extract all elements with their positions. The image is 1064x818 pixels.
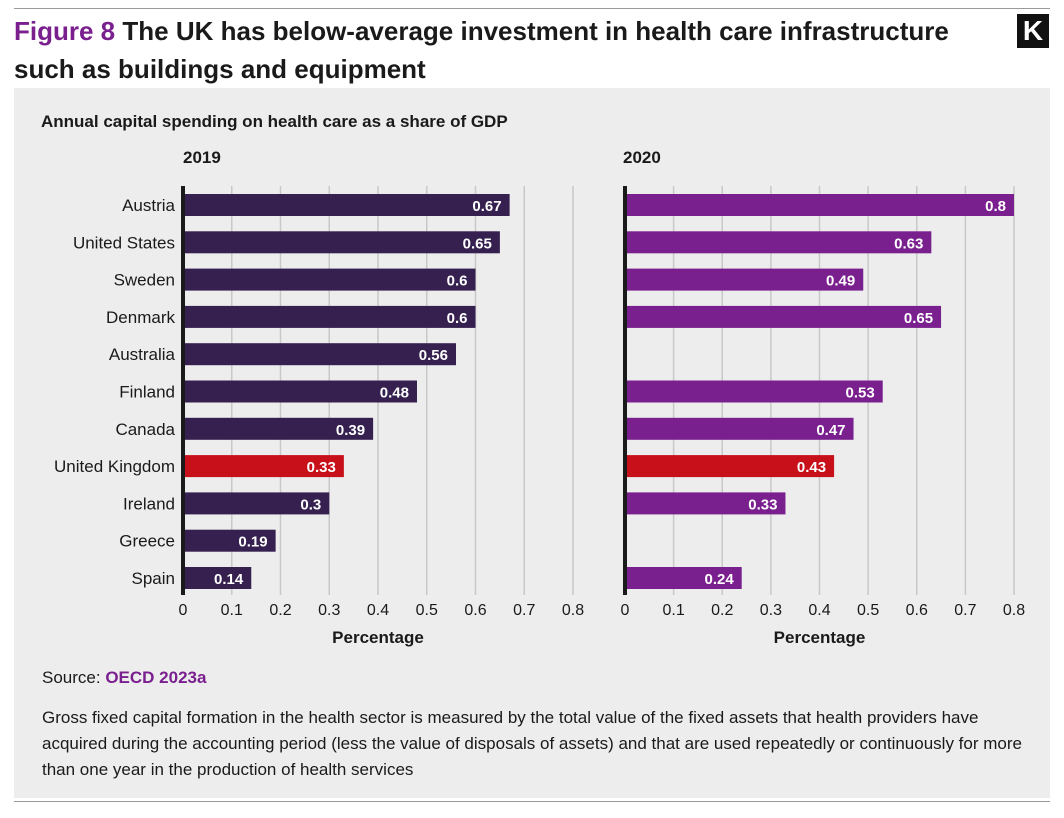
source-line: Source: OECD 2023a: [42, 668, 206, 688]
value-label-2020-sweden: 0.49: [826, 273, 855, 290]
value-label-2020-finland: 0.53: [846, 385, 875, 402]
value-label-2020-united-kingdom: 0.43: [797, 459, 826, 476]
category-label-canada: Canada: [115, 420, 175, 439]
value-label-2020-canada: 0.47: [816, 422, 845, 439]
tick-label-2019-0.2: 0.2: [269, 602, 291, 619]
value-label-2019-australia: 0.56: [419, 347, 448, 364]
bar-2020-finland: [625, 380, 883, 403]
value-label-2020-united-states: 0.63: [894, 235, 923, 252]
bar-2019-spain: [183, 567, 252, 589]
bar-2019-united-kingdom: [183, 455, 344, 478]
source-link[interactable]: OECD 2023a: [105, 668, 207, 687]
bottom-rule: [14, 801, 1050, 802]
bar-2020-canada: [625, 417, 854, 440]
bar-2019-greece: [183, 529, 276, 552]
footnote: Gross fixed capital formation in the hea…: [42, 708, 1022, 779]
chart-2020: 0 0.1 0.2 0.3 0.4 0.5 0.6 0.7 0.8 Percentage 0.8 0.…: [621, 186, 1025, 647]
tick-label-2020-0.1: 0.1: [663, 602, 685, 619]
bar-2019-canada: [183, 417, 374, 440]
value-label-2019-sweden: 0.6: [447, 273, 468, 290]
source-prefix: Source:: [42, 668, 101, 687]
bar-2020-ireland: [625, 492, 786, 515]
bar-2019-sweden: [183, 268, 476, 291]
value-label-2019-canada: 0.39: [336, 422, 365, 439]
value-label-2019-finland: 0.48: [380, 385, 409, 402]
bar-2020-united-kingdom: [625, 455, 835, 478]
tick-label-2019-0.8: 0.8: [562, 602, 584, 619]
category-label-greece: Greece: [119, 532, 175, 551]
value-label-2019-greece: 0.19: [238, 534, 267, 551]
tick-label-2019-0: 0: [179, 602, 188, 619]
tick-label-2019-0.3: 0.3: [318, 602, 340, 619]
bar-2020-united-states: [625, 231, 932, 254]
tick-label-2019-0.6: 0.6: [464, 602, 486, 619]
tick-label-2020-0.3: 0.3: [760, 602, 782, 619]
tick-label-2020-0.6: 0.6: [906, 602, 928, 619]
x-axis-label-2020: Percentage: [774, 628, 866, 647]
tick-label-2019-0.7: 0.7: [513, 602, 535, 619]
bar-2019-denmark: [183, 305, 476, 328]
category-label-finland: Finland: [119, 383, 175, 402]
value-label-2020-denmark: 0.65: [904, 310, 933, 327]
tick-label-2020-0.4: 0.4: [808, 602, 830, 619]
category-label-united-kingdom: United Kingdom: [54, 457, 175, 476]
x-axis-label-2019: Percentage: [332, 628, 424, 647]
value-label-2019-austria: 0.67: [472, 198, 501, 215]
figure-label: Figure 8: [14, 16, 116, 46]
publisher-logo: K: [1017, 14, 1049, 48]
panel-title-2019: 2019: [183, 148, 221, 167]
tick-label-2019-0.5: 0.5: [416, 602, 438, 619]
category-label-spain: Spain: [132, 569, 175, 588]
category-label-denmark: Denmark: [106, 308, 175, 327]
bar-2019-finland: [183, 380, 417, 403]
bar-2019-australia: [183, 343, 456, 366]
figure-title-text: The UK has below-average investment in h…: [14, 16, 949, 84]
tick-label-2020-0: 0: [621, 602, 630, 619]
tick-label-2019-0.4: 0.4: [367, 602, 389, 619]
bar-2020-spain: [625, 567, 742, 589]
bar-2020-sweden: [625, 268, 864, 291]
value-label-2019-ireland: 0.3: [300, 496, 321, 513]
bar-2019-austria: [183, 194, 510, 216]
tick-label-2020-0.5: 0.5: [857, 602, 879, 619]
bar-2019-ireland: [183, 492, 330, 515]
tick-label-2020-0.7: 0.7: [954, 602, 976, 619]
tick-label-2019-0.1: 0.1: [221, 602, 243, 619]
value-label-2019-denmark: 0.6: [447, 310, 468, 327]
category-label-sweden: Sweden: [114, 271, 175, 290]
value-label-2020-austria: 0.8: [985, 198, 1006, 215]
chart-2019: 0 0.1 0.2 0.3 0.4 0.5 0.6 0.7 0.8 Percentage Austr…: [54, 186, 584, 647]
bar-2020-denmark: [625, 305, 942, 328]
category-label-austria: Austria: [122, 196, 175, 215]
category-label-australia: Australia: [109, 345, 176, 364]
value-label-2020-ireland: 0.33: [748, 496, 777, 513]
top-rule: [14, 8, 1050, 9]
value-label-2019-united-states: 0.65: [463, 235, 492, 252]
bar-2020-austria: [625, 194, 1014, 216]
value-label-2020-spain: 0.24: [704, 571, 734, 588]
panel-title-2020: 2020: [623, 148, 661, 167]
chart-subtitle: Annual capital spending on health care a…: [41, 112, 508, 131]
figure-title: Figure 8 The UK has below-average invest…: [14, 12, 974, 88]
value-label-2019-united-kingdom: 0.33: [307, 459, 336, 476]
category-label-ireland: Ireland: [123, 494, 175, 513]
value-label-2019-spain: 0.14: [214, 571, 244, 588]
category-label-united-states: United States: [73, 233, 175, 252]
bar-2019-united-states: [183, 231, 500, 254]
tick-label-2020-0.2: 0.2: [711, 602, 733, 619]
tick-label-2020-0.8: 0.8: [1003, 602, 1025, 619]
